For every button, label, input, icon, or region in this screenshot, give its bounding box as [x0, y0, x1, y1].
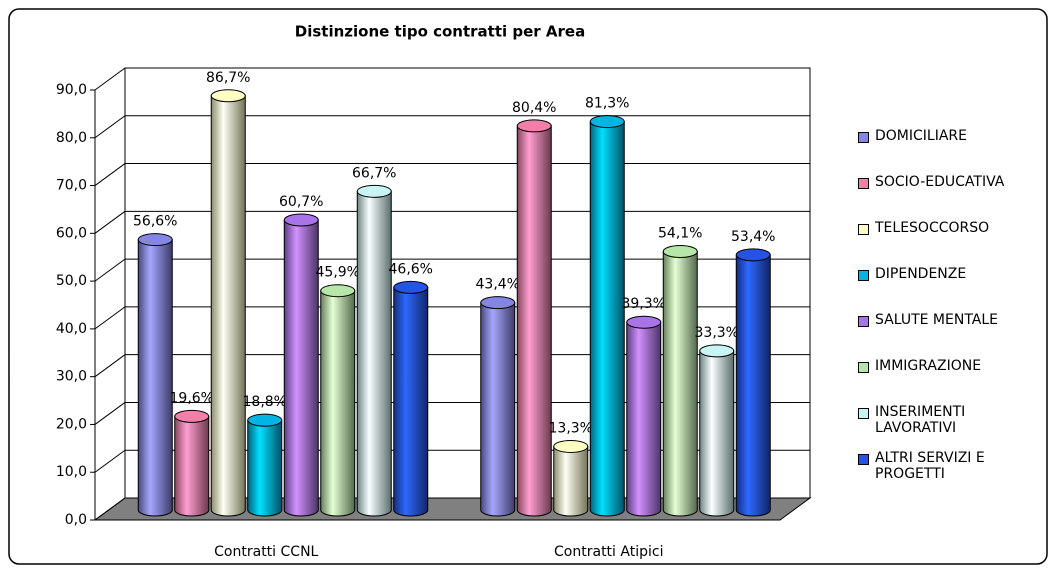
grid-line	[94, 354, 126, 378]
value-label: 45,9%	[316, 265, 360, 281]
x-tick-label: Contratti Atipici	[554, 544, 663, 560]
bar	[283, 219, 319, 517]
bar-top	[137, 233, 173, 247]
value-label: 53,4%	[731, 229, 775, 245]
bar	[699, 350, 735, 517]
legend-item: INSERIMENTI LAVORATIVI	[858, 404, 1033, 450]
bar-top	[480, 296, 516, 310]
legend-item: DIPENDENZE	[858, 266, 1033, 312]
y-tick-label: 40,0	[56, 321, 87, 337]
grid-line	[94, 449, 126, 473]
legend-swatch	[858, 316, 869, 327]
bar	[735, 254, 771, 517]
bar-top	[210, 89, 246, 103]
bar	[480, 302, 516, 517]
value-label: 66,7%	[352, 165, 396, 181]
chart-title: Distinzione tipo contratti per Area	[295, 23, 585, 41]
y-tick-label: 50,0	[56, 273, 87, 289]
bar	[626, 321, 662, 517]
grid-line	[94, 306, 126, 330]
bar-top	[553, 439, 589, 453]
bar	[210, 95, 246, 517]
bar-top	[589, 115, 625, 129]
grid-line	[94, 115, 126, 139]
value-label: 56,6%	[133, 214, 177, 230]
bar	[356, 190, 392, 517]
value-label: 39,3%	[622, 296, 666, 312]
bar-top	[393, 280, 429, 294]
bar	[137, 239, 173, 517]
legend-label: TELESOCCORSO	[875, 220, 990, 236]
legend-item: TELESOCCORSO	[858, 220, 1033, 266]
value-label: 19,6%	[170, 390, 214, 406]
grid-line	[94, 497, 126, 521]
value-label: 86,7%	[206, 70, 250, 86]
legend-label: DOMICILIARE	[875, 128, 967, 144]
legend-swatch	[858, 132, 869, 143]
bar-top	[626, 315, 662, 329]
bar	[393, 286, 429, 517]
legend-label: DIPENDENZE	[875, 266, 967, 282]
grid-line	[94, 67, 126, 91]
y-tick-label: 0,0	[65, 512, 87, 528]
bar-top	[174, 409, 210, 423]
bar-top	[699, 344, 735, 358]
legend-item: SOCIO-EDUCATIVA	[858, 174, 1033, 220]
value-label: 18,8%	[243, 394, 287, 410]
legend-item: SALUTE MENTALE	[858, 312, 1033, 358]
y-tick-label: 10,0	[56, 464, 87, 480]
legend-item: IMMIGRAZIONE	[858, 358, 1033, 404]
legend: DOMICILIARE SOCIO-EDUCATIVA TELESOCCORSO DI…	[858, 128, 1033, 496]
bar-top	[247, 413, 283, 427]
grid-line	[94, 163, 126, 186]
y-tick-label: 20,0	[56, 416, 87, 432]
bar	[516, 125, 552, 517]
legend-swatch	[858, 454, 869, 465]
bar	[247, 419, 283, 517]
bar	[553, 445, 589, 517]
value-label: 43,4%	[476, 277, 520, 293]
value-label: 54,1%	[658, 226, 702, 242]
legend-label: SALUTE MENTALE	[875, 312, 999, 328]
value-label: 46,6%	[389, 261, 433, 277]
value-label: 81,3%	[585, 96, 629, 112]
bar-top	[283, 213, 319, 227]
bar	[174, 415, 210, 517]
legend-label: ALTRI SERVIZI E PROGETTI	[875, 450, 985, 482]
y-tick-label: 80,0	[56, 130, 87, 146]
grid-line	[94, 402, 126, 425]
grid-line	[94, 258, 126, 282]
grid-line	[94, 210, 126, 234]
legend-label: INSERIMENTI LAVORATIVI	[875, 404, 966, 436]
x-tick-label: Contratti CCNL	[214, 544, 318, 560]
legend-label: SOCIO-EDUCATIVA	[875, 174, 1005, 190]
value-label: 33,3%	[695, 325, 739, 341]
legend-swatch	[858, 224, 869, 235]
bar-top	[356, 184, 392, 198]
bar-top	[320, 284, 356, 298]
bar-top	[735, 248, 771, 262]
legend-item: ALTRI SERVIZI E PROGETTI	[858, 450, 1033, 496]
y-tick-label: 70,0	[56, 178, 87, 194]
bar-top	[516, 119, 552, 133]
legend-swatch	[858, 362, 869, 373]
y-tick-label: 90,0	[56, 82, 87, 98]
y-tick-label: 60,0	[56, 225, 87, 241]
y-tick-label: 30,0	[56, 369, 87, 385]
value-label: 60,7%	[279, 194, 323, 210]
legend-item: DOMICILIARE	[858, 128, 1033, 174]
bar-top	[662, 245, 698, 259]
legend-swatch	[858, 178, 869, 189]
bar	[320, 290, 356, 517]
bar	[662, 251, 698, 517]
value-label: 13,3%	[549, 420, 593, 436]
legend-swatch	[858, 408, 869, 419]
value-label: 80,4%	[512, 100, 556, 116]
legend-label: IMMIGRAZIONE	[875, 358, 982, 374]
legend-swatch	[858, 270, 869, 281]
bar	[589, 121, 625, 517]
